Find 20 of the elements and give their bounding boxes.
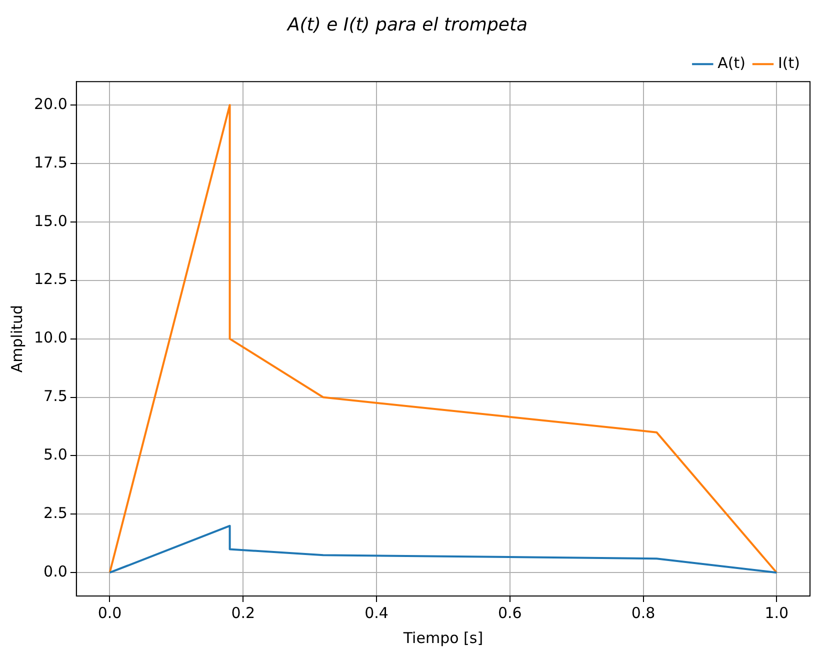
y-tick-label: 20.0 (34, 94, 68, 113)
y-tick-label: 17.5 (34, 153, 68, 172)
y-axis-title: Amplitud (8, 304, 26, 373)
x-tick-label: 0.8 (631, 604, 656, 622)
legend-label: I(t) (778, 54, 800, 72)
x-tick-label: 0.6 (498, 604, 522, 622)
y-tick-label: 10.0 (34, 328, 68, 347)
y-tick-label: 0.0 (44, 562, 68, 581)
y-tick-label: 12.5 (34, 270, 68, 288)
y-tick-label: 7.5 (44, 387, 68, 406)
x-tick-label: 0.0 (98, 604, 122, 622)
y-tick-label: 5.0 (44, 446, 68, 464)
x-axis-title: Tiempo [s] (402, 628, 484, 647)
y-tick-label: 15.0 (34, 212, 68, 230)
x-tick-label: 0.2 (231, 604, 256, 622)
x-tick-label: 0.4 (364, 604, 388, 622)
x-tick-label: 1.0 (764, 604, 789, 622)
chart-title: A(t) e I(t) para el trompeta (286, 14, 528, 36)
legend-label: A(t) (718, 54, 746, 72)
y-tick-label: 2.5 (44, 504, 68, 522)
